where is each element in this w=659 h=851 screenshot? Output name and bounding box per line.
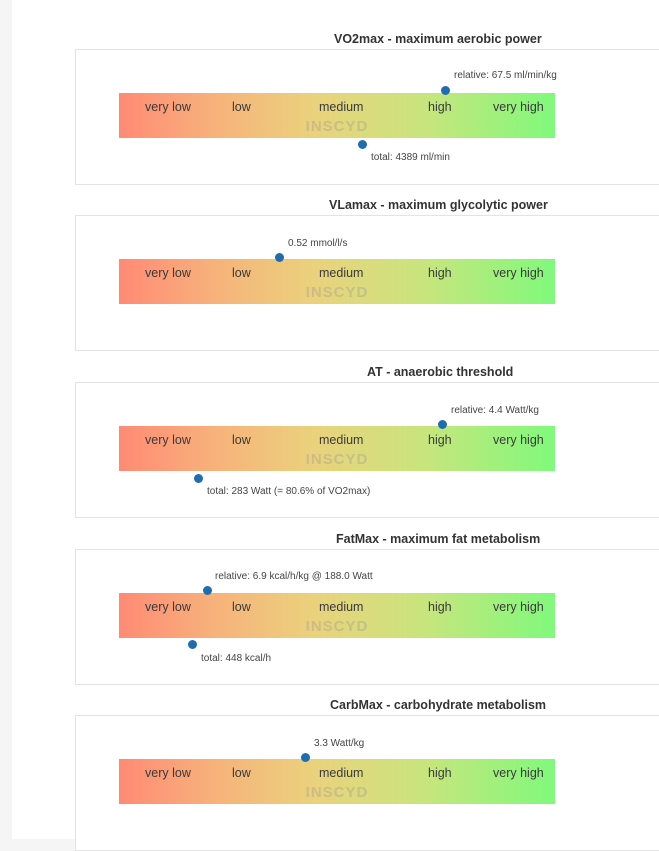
relative-marker[interactable] bbox=[301, 753, 310, 762]
inscyd-watermark: INSCYD bbox=[305, 118, 369, 135]
level-scale: very low low medium high very high INSCY… bbox=[119, 259, 555, 304]
scale-label-high: high bbox=[428, 100, 452, 114]
inscyd-watermark: INSCYD bbox=[305, 451, 369, 468]
scale-label-low: low bbox=[232, 266, 251, 280]
scale-label-very-low: very low bbox=[145, 100, 191, 114]
scale-label-high: high bbox=[428, 766, 452, 780]
scale-label-low: low bbox=[232, 100, 251, 114]
total-marker[interactable] bbox=[194, 474, 203, 483]
scale-label-medium: medium bbox=[319, 433, 364, 447]
total-note: total: 4389 ml/min bbox=[371, 152, 450, 163]
level-scale: very low low medium high very high INSCY… bbox=[119, 759, 555, 804]
scale-label-high: high bbox=[428, 433, 452, 447]
inscyd-watermark: INSCYD bbox=[305, 618, 369, 635]
relative-note: relative: 4.4 Watt/kg bbox=[451, 405, 539, 416]
scale-label-very-low: very low bbox=[145, 766, 191, 780]
section-title: VLamax - maximum glycolytic power bbox=[329, 198, 548, 212]
scale-label-very-low: very low bbox=[145, 266, 191, 280]
scale-label-high: high bbox=[428, 266, 452, 280]
scale-label-medium: medium bbox=[319, 766, 364, 780]
scale-label-low: low bbox=[232, 433, 251, 447]
relative-note: relative: 67.5 ml/min/kg bbox=[454, 70, 557, 81]
scale-label-very-high: very high bbox=[493, 600, 544, 614]
inscyd-watermark: INSCYD bbox=[305, 784, 369, 801]
relative-marker[interactable] bbox=[203, 586, 212, 595]
scale-label-low: low bbox=[232, 766, 251, 780]
relative-note: relative: 6.9 kcal/h/kg @ 188.0 Watt bbox=[215, 571, 373, 582]
relative-marker[interactable] bbox=[438, 420, 447, 429]
section-title: AT - anaerobic threshold bbox=[367, 365, 514, 379]
total-note: total: 283 Watt (= 80.6% of VO2max) bbox=[207, 486, 371, 497]
inscyd-watermark: INSCYD bbox=[305, 284, 369, 301]
level-scale: very low low medium high very high INSCY… bbox=[119, 426, 555, 471]
relative-note: 3.3 Watt/kg bbox=[314, 738, 365, 749]
scale-label-very-high: very high bbox=[493, 766, 544, 780]
content-area: VO2max - maximum aerobic power very low … bbox=[12, 0, 659, 851]
section-title: CarbMax - carbohydrate metabolism bbox=[330, 698, 547, 712]
scale-label-very-low: very low bbox=[145, 600, 191, 614]
scale-label-medium: medium bbox=[319, 100, 364, 114]
scale-label-medium: medium bbox=[319, 266, 364, 280]
relative-marker[interactable] bbox=[441, 86, 450, 95]
total-note: total: 448 kcal/h bbox=[201, 653, 272, 664]
total-marker[interactable] bbox=[358, 140, 367, 149]
level-scale: very low low medium high very high INSCY… bbox=[119, 93, 555, 138]
relative-note: 0.52 mmol/l/s bbox=[288, 238, 348, 249]
scale-label-very-low: very low bbox=[145, 433, 191, 447]
section-title: VO2max - maximum aerobic power bbox=[334, 32, 542, 46]
scale-label-very-high: very high bbox=[493, 100, 544, 114]
section-title: FatMax - maximum fat metabolism bbox=[336, 532, 541, 546]
scale-label-high: high bbox=[428, 600, 452, 614]
relative-marker[interactable] bbox=[275, 253, 284, 262]
scale-label-low: low bbox=[232, 600, 251, 614]
scale-label-medium: medium bbox=[319, 600, 364, 614]
level-scale: very low low medium high very high INSCY… bbox=[119, 593, 555, 638]
total-marker[interactable] bbox=[188, 640, 197, 649]
scale-label-very-high: very high bbox=[493, 433, 544, 447]
scale-label-very-high: very high bbox=[493, 266, 544, 280]
